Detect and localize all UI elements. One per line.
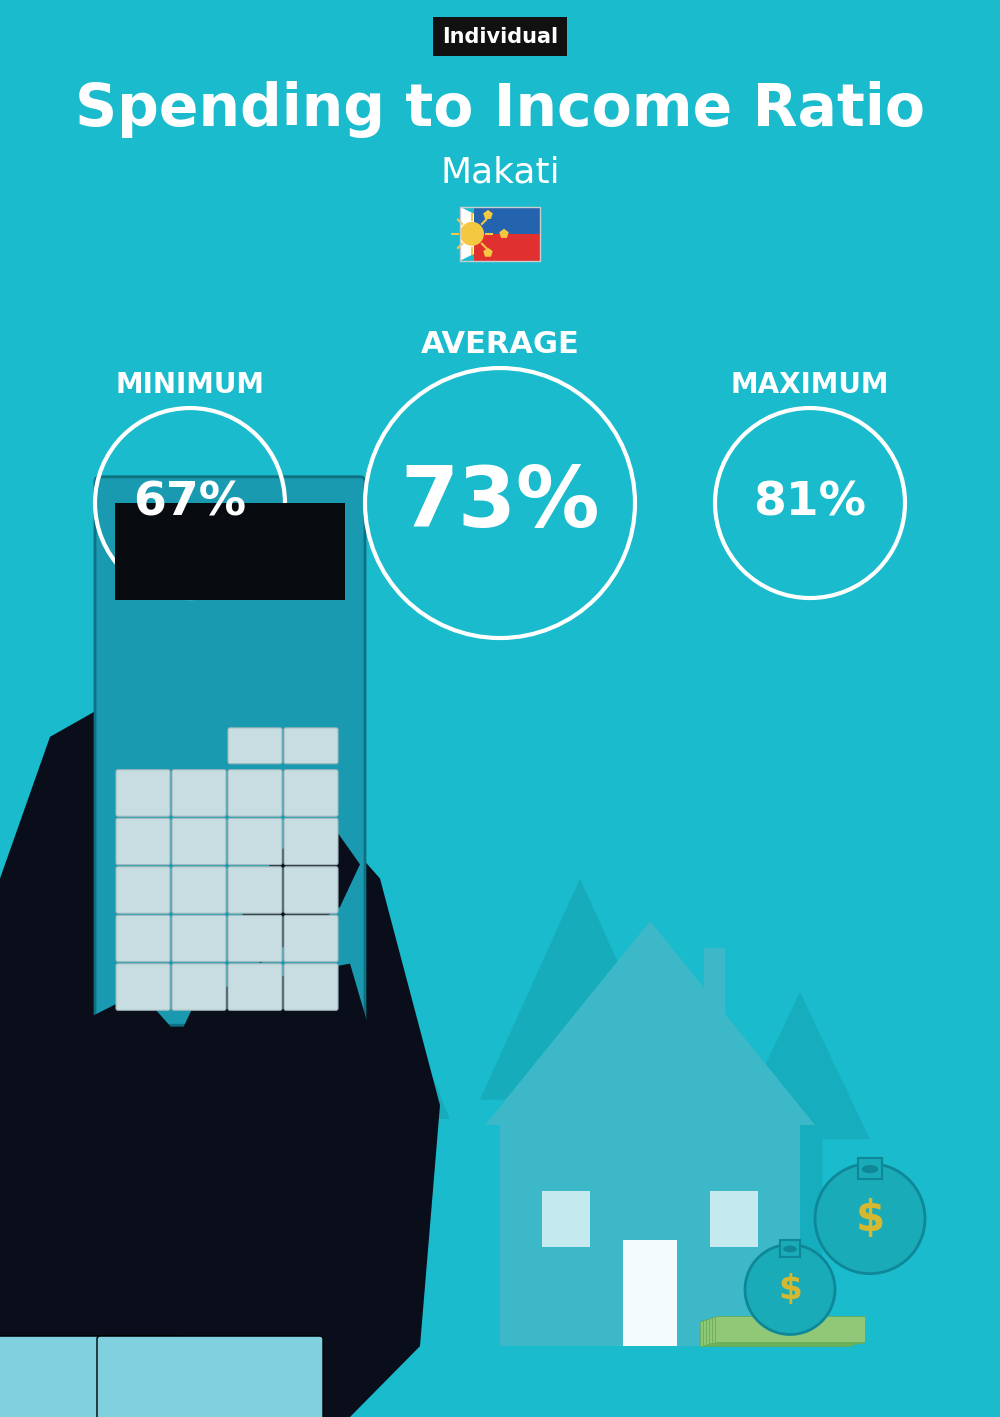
FancyBboxPatch shape (116, 769, 170, 816)
Bar (115, 503, 345, 601)
Circle shape (745, 1244, 835, 1335)
Text: Individual: Individual (442, 27, 558, 47)
Text: $: $ (855, 1197, 885, 1240)
Bar (858, 1158, 882, 1179)
FancyBboxPatch shape (228, 818, 282, 864)
FancyBboxPatch shape (284, 728, 338, 764)
Text: Spending to Income Ratio: Spending to Income Ratio (75, 81, 925, 137)
Text: 81%: 81% (754, 480, 866, 526)
FancyBboxPatch shape (172, 964, 226, 1010)
FancyBboxPatch shape (228, 964, 282, 1010)
Bar (704, 948, 725, 1060)
Ellipse shape (862, 1165, 878, 1173)
Polygon shape (0, 992, 240, 1339)
Bar (706, 1319, 856, 1345)
Ellipse shape (783, 1246, 797, 1253)
FancyBboxPatch shape (228, 867, 282, 913)
FancyBboxPatch shape (95, 476, 365, 1026)
Bar (542, 1192, 590, 1247)
Bar (623, 1240, 677, 1346)
Polygon shape (480, 879, 680, 1304)
Text: MINIMUM: MINIMUM (116, 371, 264, 400)
Polygon shape (100, 964, 400, 1339)
Bar (460, 207, 540, 261)
Circle shape (460, 222, 484, 245)
FancyBboxPatch shape (284, 915, 338, 962)
Circle shape (815, 1163, 925, 1274)
FancyBboxPatch shape (0, 1336, 183, 1417)
FancyBboxPatch shape (228, 915, 282, 962)
Text: MAXIMUM: MAXIMUM (731, 371, 889, 400)
FancyBboxPatch shape (116, 818, 170, 864)
Polygon shape (0, 680, 260, 1417)
FancyBboxPatch shape (228, 728, 282, 764)
FancyBboxPatch shape (172, 915, 226, 962)
FancyBboxPatch shape (116, 915, 170, 962)
Bar (715, 1316, 865, 1342)
Bar (710, 1192, 758, 1247)
Bar (500, 1125, 800, 1346)
FancyBboxPatch shape (284, 818, 338, 864)
Text: AVERAGE: AVERAGE (421, 330, 579, 359)
Polygon shape (240, 822, 360, 964)
Bar (712, 1316, 862, 1342)
Polygon shape (485, 921, 815, 1125)
Text: 67%: 67% (133, 480, 247, 526)
FancyBboxPatch shape (284, 867, 338, 913)
FancyBboxPatch shape (284, 964, 338, 1010)
FancyBboxPatch shape (116, 964, 170, 1010)
FancyBboxPatch shape (228, 769, 282, 816)
Bar (474, 207, 540, 234)
FancyBboxPatch shape (97, 1336, 323, 1417)
FancyBboxPatch shape (172, 867, 226, 913)
Text: Makati: Makati (440, 156, 560, 190)
Polygon shape (310, 949, 450, 1275)
Bar (0, 808, 1000, 1417)
Text: 73%: 73% (400, 462, 600, 544)
FancyBboxPatch shape (172, 818, 226, 864)
Bar (474, 234, 540, 261)
Polygon shape (730, 992, 870, 1275)
Text: $: $ (778, 1272, 802, 1306)
Bar (780, 1240, 800, 1257)
Polygon shape (460, 207, 514, 261)
FancyBboxPatch shape (116, 867, 170, 913)
FancyBboxPatch shape (284, 769, 338, 816)
FancyBboxPatch shape (172, 769, 226, 816)
Bar (703, 1319, 853, 1345)
Polygon shape (0, 765, 440, 1417)
Bar (700, 1321, 850, 1346)
Bar (709, 1318, 859, 1343)
